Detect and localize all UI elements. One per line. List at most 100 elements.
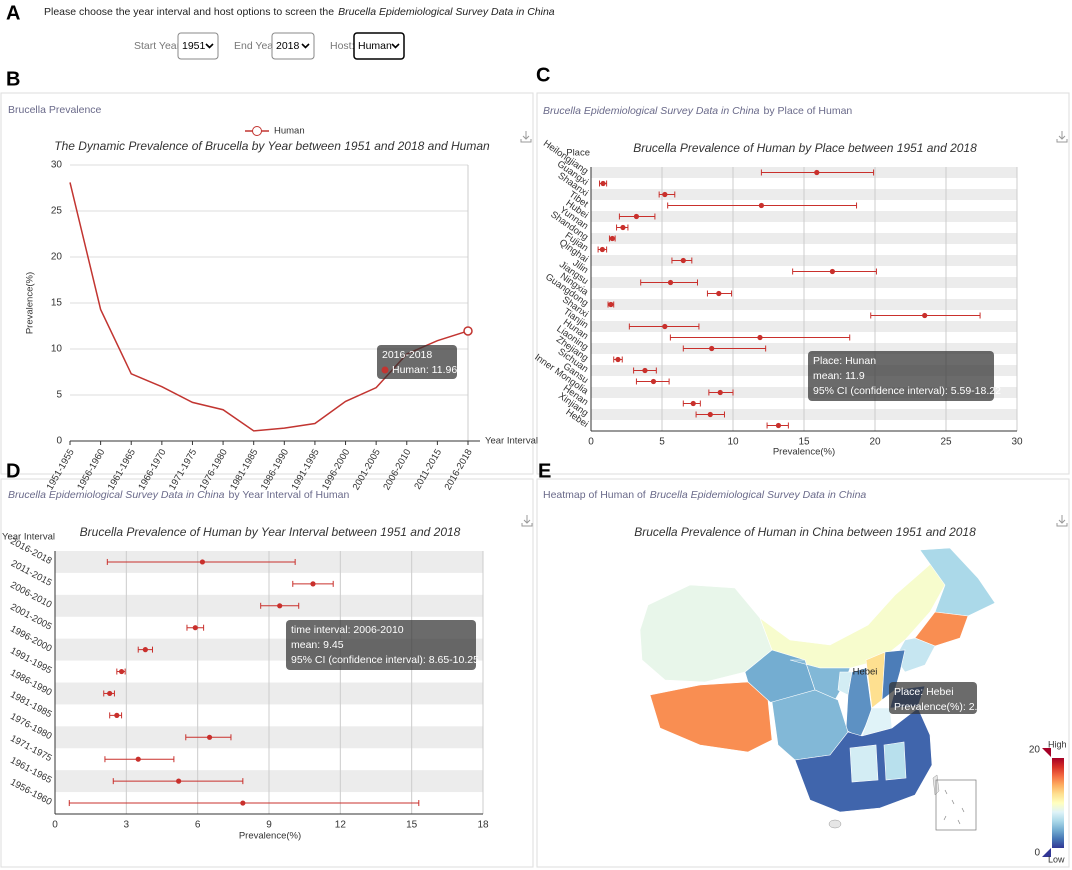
mean-dot: [600, 180, 606, 187]
visual-map-handle: [1042, 748, 1051, 757]
x-tick-label: 0: [588, 437, 594, 448]
panel: [0, 478, 534, 868]
panel-header: Heatmap of Human of Brucella Epidemiologi…: [543, 489, 866, 501]
chart-title: Brucella Prevalence of Human in China be…: [634, 525, 976, 539]
high-label: High: [1048, 739, 1067, 749]
text-part: Heatmap of Human of: [543, 489, 646, 501]
region[interactable]: [649, 681, 773, 753]
text-part: Brucella Epidemiological Survey Data in …: [543, 105, 760, 117]
panel-header: Brucella Epidemiological Survey Data in …: [8, 489, 350, 501]
panel: [0, 92, 534, 475]
mean-dot: [680, 257, 686, 264]
range-min: 0: [1034, 848, 1040, 859]
mean-dot: [922, 312, 928, 319]
text-part: by Place of Human: [764, 105, 853, 117]
tooltip-marker: [381, 366, 389, 374]
region[interactable]: [914, 611, 969, 647]
x-tick-label: 10: [727, 437, 739, 448]
select-value: Human: [358, 40, 392, 52]
low-label: Low: [1048, 854, 1065, 864]
mean-dot: [199, 559, 206, 565]
panel-label: E: [538, 460, 551, 482]
y-axis-title: Year Interval: [2, 532, 55, 543]
text-part: Brucella Epidemiological Survey Data in …: [338, 6, 555, 18]
tooltip-text: 95% CI (confidence interval): 5.59-18.22: [813, 385, 1001, 397]
region[interactable]: [881, 649, 906, 701]
inset-box: [935, 779, 977, 831]
select-box[interactable]: [271, 32, 315, 60]
tooltip-text: Place: Hebei: [894, 686, 954, 698]
mean-dot: [118, 668, 125, 675]
region[interactable]: [883, 741, 907, 781]
tooltip-text: Human: 11.96: [392, 364, 457, 376]
y-tick-label: 10: [51, 344, 63, 355]
download-button[interactable]: [521, 515, 533, 527]
x-tick-label: 15: [406, 820, 418, 831]
mean-dot: [114, 712, 120, 718]
mean-dot: [615, 356, 621, 363]
mean-dot: [662, 191, 668, 198]
download-button[interactable]: [520, 131, 532, 143]
text-part: by Year Interval of Human: [229, 489, 350, 501]
tooltip-text: mean: 11.9: [813, 370, 865, 382]
visual-map-bar: [1052, 758, 1064, 848]
x-axis-title: Prevalence(%): [773, 447, 835, 458]
panel-label: D: [6, 460, 20, 482]
select-box[interactable]: [177, 32, 219, 60]
mean-dot: [775, 422, 782, 429]
field-label: Start Year:: [134, 40, 183, 52]
mean-dot: [620, 224, 626, 231]
mean-dot: [599, 246, 605, 253]
island: [828, 819, 842, 829]
point: [463, 326, 473, 336]
select-value: 1951: [182, 40, 206, 52]
region[interactable]: [919, 547, 996, 617]
chevron: [391, 43, 400, 49]
range-max: 20: [1029, 745, 1041, 756]
mean-dot: [310, 581, 316, 587]
x-tick-label: 25: [940, 437, 952, 448]
select-box[interactable]: [353, 32, 405, 60]
x-tick-label: 0: [52, 820, 58, 831]
tooltip-text: time interval: 2006-2010: [291, 624, 404, 636]
mean-dot: [206, 734, 213, 740]
panel-label: C: [536, 64, 550, 86]
chart-title: Brucella Prevalence of Human by Place be…: [633, 141, 977, 155]
panel-header: Brucella Prevalence: [8, 104, 102, 116]
x-tick-label: 30: [1011, 437, 1023, 448]
region[interactable]: [849, 744, 879, 783]
x-tick-label: 3: [124, 820, 130, 831]
mean-dot: [642, 367, 648, 374]
mean-dot: [717, 389, 723, 396]
mean-dot: [277, 603, 283, 609]
mean-dot: [135, 756, 141, 762]
tooltip-text: Prevalence(%): 2.3: [894, 701, 983, 713]
y-tick-label: 30: [51, 160, 63, 171]
y-axis-title: Place: [566, 148, 590, 159]
legend-marker: [252, 126, 262, 136]
mean-dot: [633, 213, 640, 220]
panel-label: A: [6, 2, 20, 24]
download-button[interactable]: [1056, 131, 1068, 143]
y-tick-label: 0: [56, 436, 62, 447]
text-part: Please choose the year interval and host…: [44, 6, 334, 18]
tooltip-text: 2016-2018: [382, 349, 432, 361]
region-label: Hebei: [853, 667, 878, 678]
download-button[interactable]: [1056, 515, 1068, 527]
tooltip: [889, 682, 977, 714]
text-part: Brucella Epidemiological Survey Data in …: [650, 489, 867, 501]
prompt-text: Please choose the year interval and host…: [44, 6, 555, 18]
mean-dot: [709, 345, 715, 352]
tooltip: [377, 345, 457, 379]
mean-dot: [608, 301, 614, 308]
y-tick-label: 20: [51, 252, 63, 263]
y-tick-label: 15: [51, 298, 63, 309]
panel-header: Brucella Epidemiological Survey Data in …: [543, 105, 852, 117]
mean-dot: [690, 400, 696, 407]
mean-dot: [757, 334, 763, 341]
chart-title: Brucella Prevalence of Human by Year Int…: [80, 525, 461, 539]
chevron: [205, 43, 214, 49]
x-axis-title: Prevalence(%): [239, 831, 301, 842]
mean-dot: [667, 279, 674, 286]
